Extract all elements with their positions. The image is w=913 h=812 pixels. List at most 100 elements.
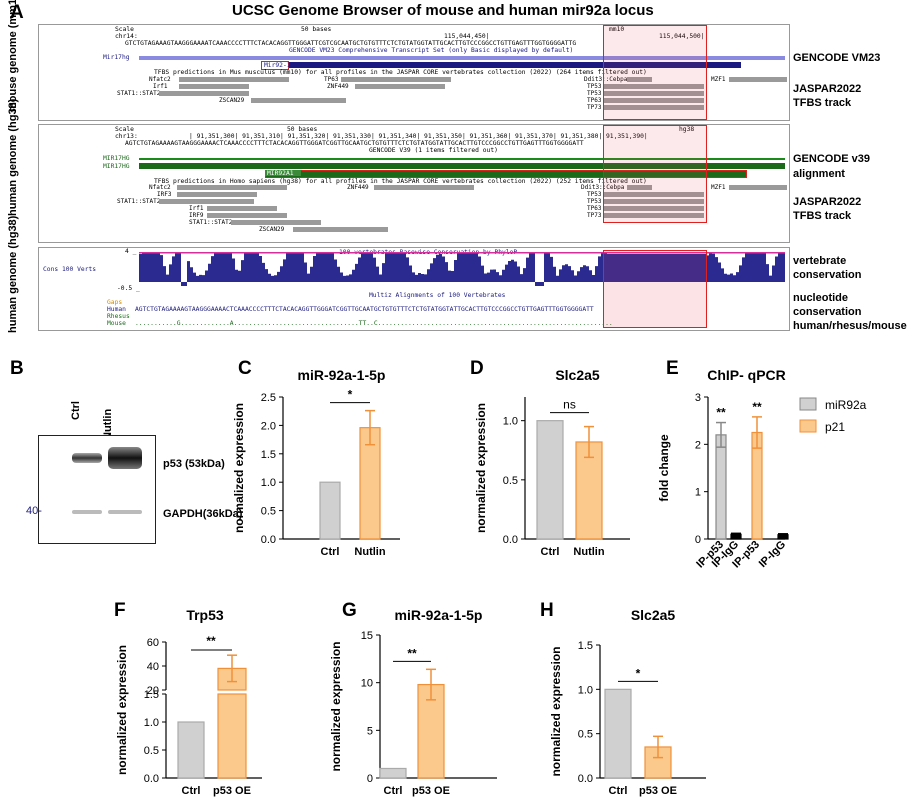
mouse-tf-label: Irf1 [153,83,168,90]
conservation-max-line [139,252,785,254]
conservation-plot [139,252,785,286]
human-mir17hg-label-1: MIR17HG [103,155,130,162]
significance-marker: ** [716,406,726,420]
human-gencode-header: GENCODE V39 (1 items filtered out) [369,147,498,154]
panel-label-e: E [666,358,679,379]
human-sequence: AGTCTGTAGAAAAGTAAGGGAAAACTCAAACCCCTTTCTA… [125,140,584,147]
y-axis-label: normalized expression [549,646,563,776]
mouse-tf-label: STAT1::STAT2 [117,90,161,97]
mouse-align-seq: ...........G.............A..............… [135,320,613,327]
y-tick-label: 0.0 [578,773,593,785]
x-tick-label: Ctrl [321,546,340,558]
cons-bottom-label: -0.5 _ [117,285,140,292]
mouse-tf-label: TP63 [324,76,339,83]
y-tick-label: 0.5 [144,745,159,757]
human-highlight-region [603,125,707,223]
mouse-gencode-header: GENCODE VM23 Comprehensive Transcript Se… [289,47,574,54]
mouse-bases: 50 bases [301,26,332,33]
y-tick-label: 0.0 [261,534,276,546]
chart-title: miR-92a-1-5p [395,607,483,623]
human-tf-box [604,206,704,211]
human-mir17hg-line [139,158,785,160]
y-tick-label: 1.0 [261,477,276,489]
conservation-track: 4 _ Cons 100 Verts -0.5 _ 100 vertebrate… [38,247,790,331]
bar [575,441,603,540]
human-tf-box [729,185,787,190]
bar [319,481,341,540]
y-tick-label: 1.0 [144,717,159,729]
x-tick-label: p53 OE [412,785,450,797]
human-coords: | 91,351,300| 91,351,310| 91,351,320| 91… [189,133,648,140]
significance-marker: ** [752,400,762,414]
human-assembly: hg38 [679,126,695,133]
human-row-label: Human [107,306,126,313]
human-tf-label: ZNF449 [347,184,369,191]
y-tick-label: 2.5 [261,392,276,404]
human-mir17hg-label-2: MIR17HG [103,163,130,170]
mouse-tfbs-header: TFBS predictions in Mus musculus (mm10) … [154,69,647,76]
human-tf-label: IRF9 [189,212,204,219]
significance-marker: * [348,388,353,402]
bar [379,767,407,779]
mouse-tf-box [341,77,451,82]
mouse-tf-box [604,84,704,89]
mouse-chrom: chr14: [115,33,138,40]
human-align-seq: AGTCTGTAGAAAAGTAAGGGAAAACTCAAACCCCTTTCTA… [135,306,594,313]
y-tick-label: 0.5 [261,506,276,518]
chart-title: Slc2a5 [631,607,676,623]
y-axis-label: fold change [657,434,671,502]
side-label-jaspar-mouse: JASPAR2022 [793,83,862,95]
p53-band-nutlin [108,447,142,469]
human-tf-box [177,185,287,190]
legend-label: p21 [825,420,845,434]
y-tick-label: 1 [695,487,701,499]
gapdh-band-nutlin [108,510,142,514]
cons-top-label: 4 _ [125,248,137,255]
bar [177,721,205,779]
human-tf-label: STAT1::STAT2 [117,198,161,205]
human-tf-box [207,206,277,211]
legend-swatch-p21 [799,419,817,433]
blot-p53-label: p53 (53kDa) [163,458,225,470]
human-chrom: chr13: [115,133,138,140]
legend-swatch-mir92a [799,397,817,411]
mouse-tf-box [604,98,704,103]
human-tf-box [159,199,254,204]
panel-label-f: F [114,600,126,621]
human-tf-label: TP53 [587,191,602,198]
mouse-tf-label: ZSCAN29 [219,97,245,104]
mouse-mir17hg-label: Mir17hg [103,54,130,61]
cons-track-name: Cons 100 Verts [43,266,97,273]
side-label-conservation: conservation [793,269,862,281]
mouse-tf-box [604,91,704,96]
human-tf-box [604,213,704,218]
mouse-sequence: GTCTGTAGAAAGTAAGGGAAAATCAAACCCCTTTCTACAC… [125,40,577,47]
human-tf-box [207,213,287,218]
human-tf-label: IRF3 [157,191,172,198]
mouse-tf-box [179,77,289,82]
y-tick-label: 1.5 [144,689,159,701]
panel-label-a: A [10,2,24,23]
bar [604,688,632,779]
human-tf-box [177,192,257,197]
panel-label-b: B [10,358,24,379]
human-mir92a1-label: MIR92A1 [267,170,294,177]
side-label-jaspar-human: JASPAR2022 [793,196,862,208]
significance-marker: * [636,666,641,680]
y-tick-label: 1.0 [503,416,518,428]
mouse-tf-box [159,91,249,96]
x-tick-label: p53 OE [639,785,677,797]
side-label-tfbs-human: TFBS track [793,210,852,222]
human-bases: 50 bases [287,126,318,133]
human-tf-label: STAT1::STAT2 [189,219,233,226]
blot-gapdh-label: GAPDH(36kDa) [163,508,243,520]
blot-marker-40: 40- [26,505,42,517]
side-label-vertebrate: vertebrate [793,255,847,267]
significance-marker: ns [563,398,576,412]
mouse-tf-label: TP73 [587,104,602,111]
conservation-bars [139,252,785,286]
chart-title: Trp53 [186,607,224,623]
human-tf-label: Nfatc2 [149,184,171,191]
x-tick-label: IP-IgG [757,539,788,570]
